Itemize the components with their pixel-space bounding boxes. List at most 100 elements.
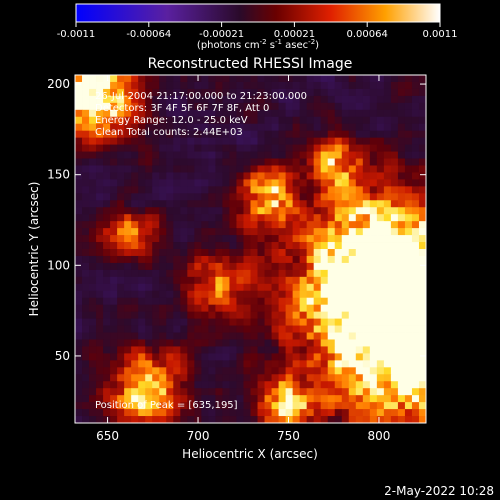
heatmap-cell [397, 214, 406, 222]
heatmap-cell [194, 353, 202, 361]
heatmap-cell [138, 102, 146, 111]
heatmap-cell [236, 235, 244, 243]
heatmap-cell [327, 332, 336, 340]
heatmap-cell [285, 116, 294, 125]
heatmap-cell [306, 346, 315, 354]
heatmap-cell [96, 388, 104, 396]
heatmap-cell [369, 381, 378, 389]
heatmap-cell [264, 283, 272, 292]
heatmap-cell [299, 402, 308, 410]
heatmap-cell [355, 81, 364, 90]
heatmap-cell [75, 214, 83, 222]
heatmap-cell [89, 81, 97, 90]
heatmap-cell [145, 388, 153, 396]
heatmap-cell [376, 165, 385, 173]
heatmap-cell [327, 137, 336, 145]
heatmap-cell [96, 193, 104, 201]
heatmap-cell [369, 416, 378, 424]
heatmap-cell [334, 123, 343, 132]
heatmap-cell [264, 318, 272, 326]
heatmap-cell [348, 109, 357, 118]
heatmap-cell [292, 332, 301, 340]
heatmap-cell [124, 172, 132, 180]
heatmap-cell [75, 116, 83, 125]
heatmap-cell [390, 304, 399, 313]
heatmap-cell [411, 207, 420, 215]
heatmap-cell [250, 249, 258, 257]
heatmap-cell [390, 332, 399, 340]
heatmap-cell [243, 269, 251, 278]
heatmap-cell [320, 325, 329, 333]
heatmap-cell [313, 221, 322, 229]
heatmap-cell [411, 339, 420, 347]
heatmap-cell [348, 249, 357, 257]
heatmap-cell [89, 395, 97, 403]
heatmap-cell [208, 130, 216, 139]
heatmap-cell [369, 297, 378, 306]
heatmap-cell [320, 297, 329, 306]
x-tick-label: 750 [277, 429, 300, 443]
heatmap-cell [334, 102, 343, 111]
heatmap-cell [159, 402, 167, 410]
heatmap-cell [110, 88, 118, 97]
heatmap-cell [131, 228, 139, 236]
heatmap-cell [306, 179, 315, 187]
heatmap-cell [264, 353, 272, 361]
heatmap-cell [369, 172, 378, 180]
heatmap-cell [306, 235, 315, 243]
heatmap-cell [124, 102, 132, 111]
colorbar-tick-label: -0.00064 [126, 29, 171, 40]
heatmap-cell [355, 179, 364, 187]
heatmap-cell [89, 311, 97, 319]
heatmap-cell [222, 116, 230, 125]
heatmap-cell [299, 409, 308, 417]
heatmap-cell [390, 95, 399, 104]
heatmap-cell [411, 109, 420, 118]
heatmap-cell [152, 325, 160, 333]
heatmap-cell [313, 144, 322, 152]
heatmap-cell [208, 388, 216, 396]
heatmap-cell [145, 214, 153, 222]
heatmap-cell [313, 109, 322, 118]
heatmap-cell [257, 151, 265, 159]
heatmap-cell [397, 221, 406, 229]
heatmap-cell [397, 88, 406, 97]
heatmap-cell [383, 109, 392, 118]
heatmap-cell [369, 402, 378, 410]
heatmap-cell [250, 165, 258, 173]
heatmap-cell [138, 346, 146, 354]
heatmap-cell [194, 255, 202, 264]
heatmap-cell [397, 165, 406, 173]
heatmap-cell [376, 95, 385, 104]
heatmap-cell [194, 388, 202, 396]
heatmap-cell [306, 81, 315, 90]
heatmap-cell [271, 255, 279, 264]
heatmap-cell [411, 332, 420, 340]
heatmap-cell [89, 95, 97, 104]
heatmap-cell [187, 130, 195, 139]
heatmap-cell [208, 116, 216, 125]
heatmap-cell [411, 130, 420, 139]
heatmap-cell [173, 95, 181, 104]
heatmap-cell [236, 102, 244, 111]
heatmap-cell [243, 304, 251, 313]
heatmap-cell [180, 123, 188, 132]
heatmap-cell [187, 95, 195, 104]
heatmap-cell [180, 339, 188, 347]
heatmap-cell [243, 353, 251, 361]
heatmap-cell [96, 318, 104, 326]
heatmap-cell [89, 75, 97, 83]
heatmap-cell [110, 151, 118, 159]
heatmap-cell [243, 193, 251, 201]
heatmap-cell [390, 283, 399, 292]
heatmap-cell [320, 262, 329, 271]
heatmap-cell [264, 109, 272, 118]
heatmap-cell [257, 290, 265, 299]
heatmap-cell [418, 332, 427, 340]
heatmap-cell [236, 144, 244, 152]
heatmap-cell [159, 221, 167, 229]
heatmap-cell [341, 165, 350, 173]
heatmap-cell [138, 262, 146, 271]
heatmap-cell [82, 249, 90, 257]
x-tick-label: 700 [187, 429, 210, 443]
